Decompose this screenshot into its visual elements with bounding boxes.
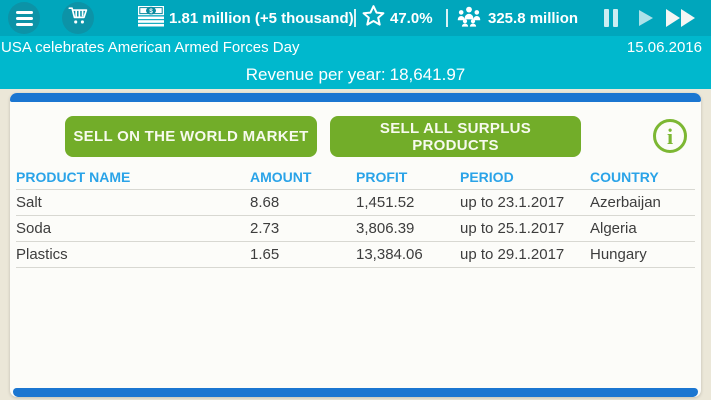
svg-text:$: $ bbox=[149, 8, 153, 15]
cell-country: Algeria bbox=[590, 220, 637, 237]
news-bar: USA celebrates American Armed Forces Day… bbox=[0, 36, 711, 60]
cell-amount: 1.65 bbox=[250, 246, 280, 263]
table-row: Plastics 1.65 13,384.06 up to 29.1.2017 … bbox=[16, 242, 695, 268]
cell-profit: 1,451.52 bbox=[356, 194, 415, 211]
cell-product: Plastics bbox=[16, 246, 68, 263]
cell-profit: 13,384.06 bbox=[356, 246, 423, 263]
cell-period: up to 23.1.2017 bbox=[460, 194, 565, 211]
play-button[interactable] bbox=[637, 9, 655, 32]
panel-bottom-accent bbox=[13, 388, 698, 397]
cell-amount: 8.68 bbox=[250, 194, 280, 211]
hamburger-icon bbox=[15, 10, 33, 26]
pause-icon bbox=[604, 9, 618, 27]
banknotes-icon: $ bbox=[137, 5, 165, 31]
hud-separator bbox=[354, 9, 356, 27]
col-country: COUNTRY bbox=[590, 169, 659, 185]
cell-product: Soda bbox=[16, 220, 52, 237]
panel-top-accent bbox=[10, 93, 701, 102]
game-date: 15.06.2016 bbox=[626, 39, 702, 56]
crowd-icon bbox=[454, 5, 484, 31]
col-period: PERIOD bbox=[460, 169, 514, 185]
col-profit: PROFIT bbox=[356, 169, 408, 185]
news-ticker: USA celebrates American Armed Forces Day bbox=[1, 39, 300, 56]
sell-surplus-button[interactable]: SELL ALL SURPLUS PRODUCTS bbox=[330, 116, 581, 157]
approval-value: 47.0% bbox=[390, 9, 433, 27]
revenue-bar: Revenue per year: 18,641.97 bbox=[0, 60, 711, 89]
cell-profit: 3,806.39 bbox=[356, 220, 415, 237]
revenue-label: Revenue per year: bbox=[245, 65, 386, 84]
col-product-name: PRODUCT NAME bbox=[16, 169, 131, 185]
population-value: 325.8 million bbox=[488, 9, 579, 27]
cell-amount: 2.73 bbox=[250, 220, 280, 237]
info-icon: i bbox=[666, 123, 674, 149]
pause-button[interactable] bbox=[604, 9, 618, 27]
hud-separator bbox=[446, 9, 448, 27]
money-value: 1.81 million (+5 thousand) bbox=[169, 9, 354, 27]
cell-period: up to 29.1.2017 bbox=[460, 246, 565, 263]
contracts-table: PRODUCT NAME AMOUNT PROFIT PERIOD COUNTR… bbox=[16, 165, 695, 268]
revenue-value: 18,641.97 bbox=[389, 65, 466, 84]
sell-world-market-button[interactable]: SELL ON THE WORLD MARKET bbox=[65, 116, 317, 157]
menu-button[interactable] bbox=[8, 2, 40, 34]
shopping-cart-icon bbox=[67, 5, 89, 32]
cell-country: Hungary bbox=[590, 246, 647, 263]
top-hud-bar: $ 1.81 million (+5 thousand) 47.0% bbox=[0, 0, 711, 36]
fast-forward-button[interactable] bbox=[665, 7, 697, 34]
money-indicator[interactable]: $ 1.81 million (+5 thousand) bbox=[137, 0, 354, 36]
approval-indicator[interactable]: 47.0% bbox=[361, 0, 433, 36]
cell-product: Salt bbox=[16, 194, 42, 211]
info-button[interactable]: i bbox=[653, 119, 687, 153]
play-icon bbox=[637, 9, 655, 32]
population-indicator[interactable]: 325.8 million bbox=[454, 0, 578, 36]
world-market-panel: SELL ON THE WORLD MARKET SELL ALL SURPLU… bbox=[10, 93, 701, 397]
cell-country: Azerbaijan bbox=[590, 194, 661, 211]
shop-button[interactable] bbox=[62, 2, 94, 34]
col-amount: AMOUNT bbox=[250, 169, 312, 185]
cell-period: up to 25.1.2017 bbox=[460, 220, 565, 237]
table-header-row: PRODUCT NAME AMOUNT PROFIT PERIOD COUNTR… bbox=[16, 165, 695, 190]
fast-forward-icon bbox=[665, 7, 697, 34]
table-row: Salt 8.68 1,451.52 up to 23.1.2017 Azerb… bbox=[16, 190, 695, 216]
table-row: Soda 2.73 3,806.39 up to 25.1.2017 Alger… bbox=[16, 216, 695, 242]
star-icon bbox=[361, 4, 386, 32]
